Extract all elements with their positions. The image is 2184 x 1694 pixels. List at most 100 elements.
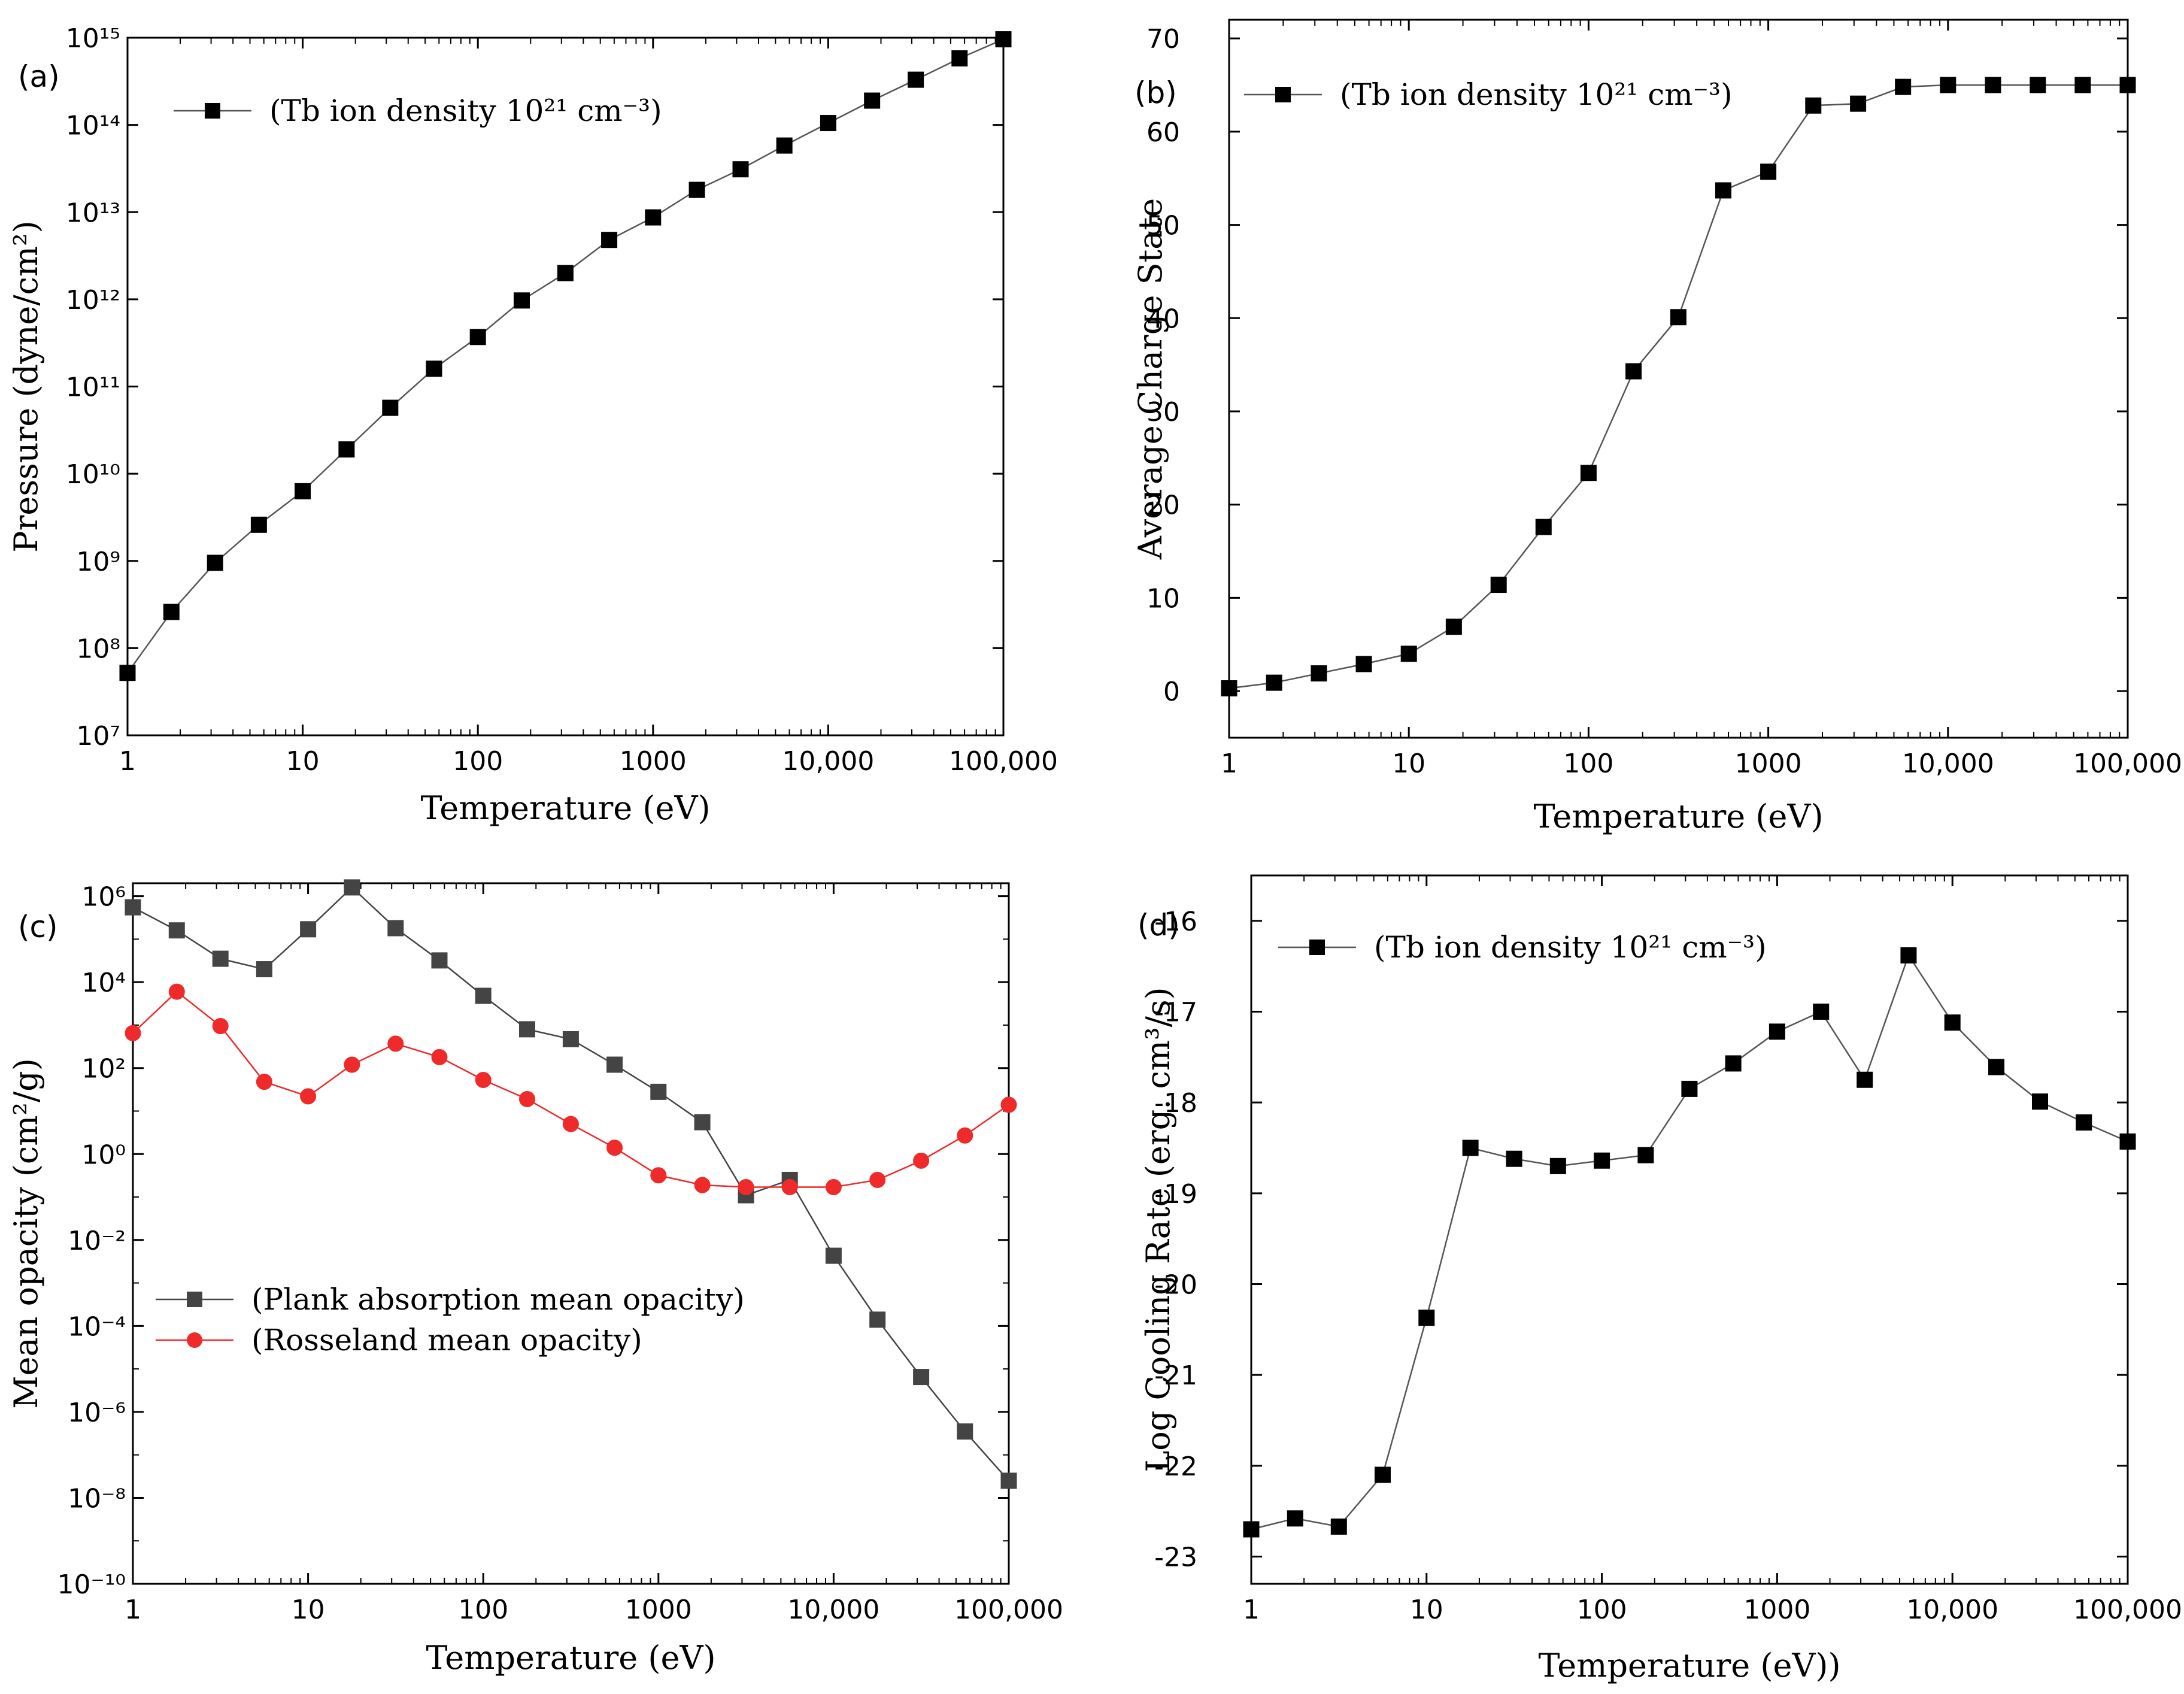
data-point-square	[469, 329, 486, 346]
data-point-square	[1940, 77, 1956, 93]
data-point-square	[1243, 1521, 1260, 1538]
data-point-square	[995, 31, 1012, 48]
x-tick-label: 100,000	[2073, 748, 2182, 779]
data-point-square	[387, 920, 404, 937]
y-tick-label: 10⁹	[76, 547, 120, 577]
legend-marker-square	[205, 103, 220, 119]
data-point-square	[557, 265, 574, 281]
data-point-square	[606, 1056, 623, 1073]
x-axis-label: Temperature (eV))	[1538, 1647, 1840, 1684]
y-tick-label: 10	[1146, 583, 1180, 614]
data-point-square	[2074, 77, 2091, 93]
data-point-square	[732, 161, 749, 178]
data-point-square	[913, 1369, 930, 1386]
y-tick-label: 50	[1146, 211, 1180, 241]
x-tick-label: 10,000	[1902, 748, 1994, 779]
y-tick-label: -21	[1154, 1360, 1197, 1391]
y-axis-label: Average Charge State	[1132, 198, 1169, 560]
data-point-square	[1857, 1071, 1873, 1088]
data-point-circle	[606, 1140, 623, 1156]
data-point-square	[908, 71, 924, 88]
data-point-square	[207, 554, 223, 571]
data-point-square	[957, 1423, 973, 1440]
data-point-square	[1625, 363, 1642, 380]
data-point-circle	[168, 983, 185, 1000]
y-tick-label: 10¹⁰	[66, 459, 120, 490]
data-point-square	[168, 922, 185, 939]
y-tick-label: 20	[1146, 490, 1180, 521]
y-tick-label: 30	[1146, 397, 1180, 428]
y-axis-label: Log Cooling Rate (erg. cm³/s)	[1139, 987, 1177, 1472]
y-tick-label: 60	[1146, 117, 1180, 148]
data-point-square	[1266, 674, 1282, 691]
legend-label: (Tb ion density 10²¹ cm⁻³)	[269, 93, 662, 128]
x-tick-label: 100	[453, 746, 503, 777]
data-point-square	[1462, 1140, 1479, 1156]
x-axis-label: Temperature (eV)	[1533, 798, 1823, 835]
data-point-circle	[256, 1074, 272, 1090]
x-tick-label: 1000	[1735, 748, 1802, 779]
data-point-circle	[781, 1178, 798, 1195]
y-tick-label: -18	[1154, 1088, 1197, 1119]
data-point-square	[119, 665, 136, 681]
data-point-square	[2076, 1114, 2092, 1131]
data-point-square	[694, 1114, 711, 1131]
data-point-square	[1418, 1310, 1435, 1326]
data-point-square	[1355, 656, 1372, 672]
x-tick-label: 10	[1392, 748, 1425, 779]
data-point-square	[650, 1083, 667, 1100]
data-point-square	[256, 961, 272, 978]
data-point-square	[125, 899, 141, 916]
data-point-square	[1725, 1055, 1742, 1072]
data-point-circle	[125, 1025, 141, 1041]
y-tick-label: 70	[1146, 24, 1180, 54]
data-point-square	[1311, 665, 1327, 682]
y-tick-label: 0	[1163, 677, 1180, 707]
data-point-square	[513, 292, 530, 309]
panel-label: (b)	[1135, 75, 1177, 110]
data-point-circle	[650, 1167, 667, 1184]
x-axis-label: Temperature (eV)	[420, 789, 710, 827]
data-point-circle	[562, 1116, 579, 1132]
y-tick-label: 40	[1146, 304, 1180, 334]
legend-marker-circle	[187, 1332, 202, 1348]
x-tick-label: 10	[1410, 1595, 1443, 1625]
y-tick-label: 10⁸	[76, 634, 120, 664]
series-line-0	[1228, 84, 2128, 689]
y-tick-label: 10¹³	[66, 198, 120, 228]
data-point-square	[300, 921, 317, 938]
data-point-square	[431, 952, 448, 969]
series-line-0	[126, 38, 1004, 674]
data-point-circle	[344, 1056, 360, 1073]
data-point-square	[163, 604, 180, 620]
x-tick-label: 1000	[620, 746, 687, 777]
data-point-circle	[957, 1127, 973, 1144]
x-tick-label: 1	[125, 1595, 141, 1625]
data-point-circle	[431, 1048, 448, 1065]
data-point-square	[1988, 1059, 2005, 1075]
y-tick-label: -22	[1154, 1451, 1197, 1482]
y-tick-label: 10⁻²	[68, 1226, 126, 1256]
data-point-square	[1900, 947, 1917, 963]
data-point-square	[1594, 1152, 1610, 1169]
y-tick-label: 10⁴	[81, 968, 126, 998]
x-axis-label: Temperature (eV)	[426, 1639, 715, 1677]
data-point-square	[869, 1311, 886, 1328]
data-point-square	[1670, 309, 1686, 326]
data-point-square	[1715, 182, 1731, 199]
data-point-square	[212, 950, 229, 967]
data-point-square	[562, 1031, 579, 1047]
data-point-square	[1850, 95, 1867, 112]
x-tick-label: 10	[286, 746, 320, 777]
y-tick-label: 10¹⁵	[66, 23, 120, 54]
series-line-0	[1251, 953, 2128, 1531]
data-point-square	[1760, 163, 1777, 180]
legend-marker-square	[187, 1292, 202, 1307]
panel-d-cooling-rate: 1 10 100 1000 10,000 100,000 -23 -22 -21 -20 -19 -1…	[1138, 874, 2182, 1684]
x-tick-label: 100	[1577, 1595, 1627, 1625]
data-point-square	[1813, 1004, 1830, 1020]
data-point-circle	[475, 1071, 492, 1088]
y-tick-label: -20	[1154, 1270, 1197, 1301]
x-tick-label: 1	[1243, 1595, 1260, 1625]
data-point-square	[1375, 1466, 1391, 1483]
